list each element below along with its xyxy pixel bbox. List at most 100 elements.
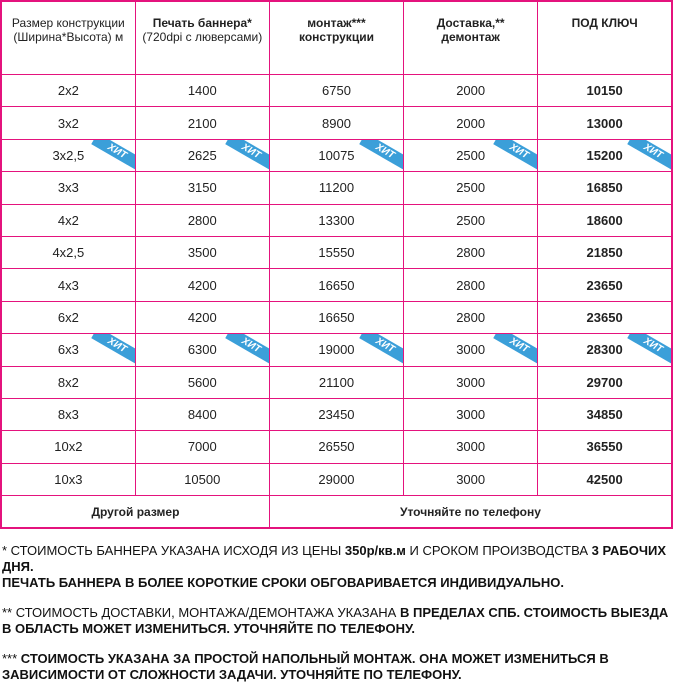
row: 6x2 4200 16650 2800 23650 <box>0 300 673 335</box>
cell: 26550 <box>268 430 405 464</box>
cell: 36550 <box>537 430 673 464</box>
cell: 4200 <box>134 268 270 302</box>
cell-text: 34850 <box>586 407 623 423</box>
cell: 21850 <box>537 235 673 270</box>
cell-text: 2500 <box>456 212 486 228</box>
note-text: СТОИМОСТЬ УКАЗАНА ЗА ПРОСТОЙ НАПОЛЬНЫЙ М… <box>2 651 609 682</box>
row: 4x2,5 3500 15550 2800 21850 <box>0 235 673 270</box>
header-line: конструкции <box>298 30 374 44</box>
header-cell: Доставка,** демонтаж <box>403 0 539 75</box>
cell-text: 15200 <box>586 147 623 163</box>
cell: 1400 <box>134 73 270 108</box>
header-cell: Размер конструкции (Ширина*Высота) м <box>0 0 136 75</box>
header-line: демонтаж <box>441 30 500 44</box>
cell: 8x3 <box>0 397 136 432</box>
cell: 3000 <box>403 430 539 464</box>
cell: 4200 <box>134 300 270 335</box>
cell: 4x3 <box>0 268 136 302</box>
header-cell: ПОД КЛЮЧ <box>537 0 673 75</box>
cell-text: 13000 <box>586 115 623 131</box>
cell-text: 1400 <box>187 83 217 99</box>
header-cell: монтаж*** конструкции <box>268 0 405 75</box>
cell: 10075 ХИТ <box>268 138 405 173</box>
cell: 10x2 <box>0 430 136 464</box>
cell-text: 2500 <box>456 180 486 196</box>
hit-badge: ХИТ <box>90 140 135 170</box>
hit-badge: ХИТ <box>359 140 403 170</box>
cell: 7000 <box>134 430 270 464</box>
cell: 13000 <box>537 106 673 140</box>
cell-text: 26550 <box>318 439 355 455</box>
note-text: 350р/кв.м <box>344 543 406 558</box>
cell-text: 10x3 <box>54 471 83 487</box>
note-text: 3 РАБОЧИХ ДНЯ. <box>2 543 667 574</box>
note-text: *** <box>2 651 21 666</box>
cell: 4x2 <box>0 203 136 237</box>
cell-text: 4200 <box>187 309 217 325</box>
cell-text: 6x2 <box>57 309 79 325</box>
cell: 2000 <box>403 73 539 108</box>
header-line: ПОД КЛЮЧ <box>571 16 638 30</box>
cell: 2100 <box>134 106 270 140</box>
cell-text: 29000 <box>318 471 355 487</box>
cell: 3000 <box>403 365 539 399</box>
hit-badge: ХИТ <box>493 140 537 170</box>
header-cell: Печать баннера* (720dpi с люверсами) <box>134 0 270 75</box>
header-line: Доставка,** <box>436 16 505 30</box>
cell-text: 16650 <box>318 277 355 293</box>
cell-text: 10150 <box>586 83 623 99</box>
cell-text: 3x2,5 <box>52 147 85 163</box>
cell-text: 2800 <box>456 245 486 261</box>
cell: 3000 ХИТ <box>403 333 539 367</box>
header-line: Печать баннера* <box>152 16 252 30</box>
cell-text: 15550 <box>318 245 355 261</box>
row: 3x2 2100 8900 2000 13000 <box>0 106 673 140</box>
cell-text: 2800 <box>187 212 217 228</box>
cell-text: 23450 <box>318 407 355 423</box>
header-line: (720dpi с люверсами) <box>142 30 263 44</box>
cell: 13300 <box>268 203 405 237</box>
cell: 4x2,5 <box>0 235 136 270</box>
cell: 3000 <box>403 397 539 432</box>
row: 8x2 5600 21100 3000 29700 <box>0 365 673 399</box>
cell: 29700 <box>537 365 673 399</box>
cell: 23450 <box>268 397 405 432</box>
cell-text: 3000 <box>456 342 486 358</box>
cell: 15200 ХИТ <box>537 138 673 173</box>
cell-text: 8x2 <box>57 374 79 390</box>
cell-text: 3000 <box>456 407 486 423</box>
cell-text: 42500 <box>586 471 623 487</box>
row: 3x3 3150 11200 2500 16850 <box>0 171 673 205</box>
cell: 3x2,5 ХИТ <box>0 138 136 173</box>
cell-text: 10500 <box>184 471 221 487</box>
cell: 23650 <box>537 268 673 302</box>
cell: 2x2 <box>0 73 136 108</box>
cell: 19000 ХИТ <box>268 333 405 367</box>
cell-text: 5600 <box>187 374 217 390</box>
cell: 2800 <box>403 235 539 270</box>
cell: 2800 <box>134 203 270 237</box>
cell-text: 2800 <box>456 309 486 325</box>
cell: 10x3 <box>0 462 136 497</box>
cell: 2000 <box>403 106 539 140</box>
cell-text: 4x2,5 <box>52 245 85 261</box>
cell-text: 10x2 <box>54 439 83 455</box>
cell: 10500 <box>134 462 270 497</box>
notes: * СТОИМОСТЬ БАННЕРА УКАЗАНА ИСХОДЯ ИЗ ЦЕ… <box>2 543 672 697</box>
cell: 2500 <box>403 203 539 237</box>
row: 3x2,5 ХИТ 2625 ХИТ 10075 ХИТ 2500 ХИТ 15200 ХИТ <box>0 138 673 173</box>
hit-badge: ХИТ <box>359 334 403 365</box>
cell-text: 3000 <box>456 439 486 455</box>
cell-text: 8400 <box>187 407 217 423</box>
cell-text: 16850 <box>586 180 623 196</box>
row: 2x2 1400 6750 2000 10150 <box>0 73 673 108</box>
cell: 10150 <box>537 73 673 108</box>
cell: 2500 ХИТ <box>403 138 539 173</box>
cell: 3000 <box>403 462 539 497</box>
hit-badge: ХИТ <box>493 334 537 365</box>
cell-text: 18600 <box>586 212 623 228</box>
cell: 16650 <box>268 300 405 335</box>
note: ** СТОИМОСТЬ ДОСТАВКИ, МОНТАЖА/ДЕМОНТАЖА… <box>2 605 672 637</box>
cell-text: 2500 <box>456 147 486 163</box>
cell: 18600 <box>537 203 673 237</box>
